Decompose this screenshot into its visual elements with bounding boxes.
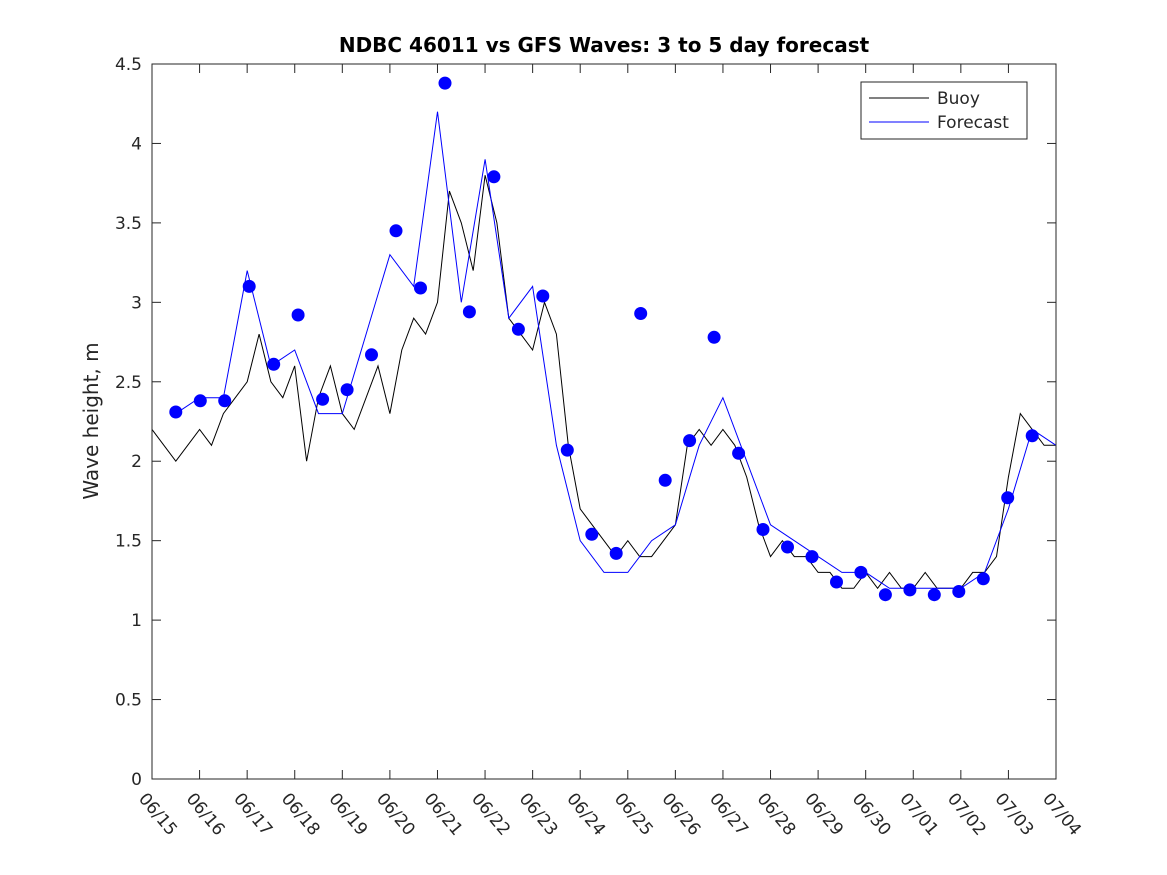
x-tick-label: 06/29	[800, 789, 847, 839]
forecast-marker	[756, 523, 770, 536]
forecast-marker	[903, 583, 917, 597]
forecast-marker	[414, 281, 427, 295]
forecast-marker	[805, 550, 819, 564]
forecast-marker	[536, 289, 550, 303]
y-tick-label: 3	[131, 293, 142, 313]
y-tick-label: 0.5	[115, 691, 142, 711]
plot-area-frame	[151, 63, 1057, 780]
y-tick-label: 4	[131, 134, 142, 154]
forecast-marker	[560, 443, 574, 457]
forecast-marker	[707, 330, 721, 344]
forecast-marker	[732, 446, 746, 460]
x-tick-label: 06/17	[229, 789, 276, 839]
x-tick-label: 06/30	[848, 789, 895, 839]
forecast-marker	[291, 308, 305, 322]
x-tick-label: 06/20	[372, 789, 419, 839]
forecast-marker	[878, 588, 892, 602]
markers-layer	[169, 76, 1039, 602]
forecast-marker	[242, 279, 256, 293]
forecast-marker	[1025, 429, 1039, 443]
x-tick-label: 07/04	[1038, 789, 1085, 839]
x-tick-label: 06/24	[562, 789, 609, 839]
y-tick-label: 1	[131, 611, 142, 631]
forecast-marker	[781, 540, 794, 554]
x-tick-label: 06/27	[705, 789, 752, 839]
forecast-marker	[609, 546, 623, 560]
x-tick-label: 06/21	[420, 789, 467, 839]
forecast-marker	[487, 170, 501, 184]
forecast-marker	[267, 357, 281, 371]
x-tick-label: 06/15	[134, 789, 181, 839]
legend: Buoy Forecast	[860, 81, 1028, 140]
x-tick-label: 07/03	[991, 789, 1038, 839]
x-tick-label: 06/18	[277, 789, 324, 839]
forecast-marker	[438, 76, 452, 90]
forecast-marker	[193, 394, 207, 408]
forecast-marker	[585, 527, 599, 541]
y-tick-label: 3.5	[115, 214, 142, 234]
y-tick-label: 2.5	[115, 373, 142, 393]
x-tick-label: 07/01	[895, 789, 942, 839]
forecast-marker	[365, 348, 378, 362]
forecast-marker	[316, 392, 330, 406]
forecast-marker	[927, 588, 941, 602]
y-tick-label: 2	[131, 452, 142, 472]
x-tick-label: 06/25	[610, 789, 657, 839]
forecast-marker	[976, 572, 990, 586]
chart-title: NDBC 46011 vs GFS Waves: 3 to 5 day fore…	[339, 33, 870, 57]
forecast-marker	[340, 383, 354, 397]
forecast-marker	[462, 305, 476, 319]
forecast-marker	[169, 405, 183, 419]
x-tick-label: 06/23	[515, 789, 562, 839]
x-tick-label: 06/28	[753, 789, 800, 839]
forecast-marker	[854, 565, 868, 579]
x-tick-label: 07/02	[943, 789, 990, 839]
forecast-marker	[511, 322, 525, 336]
forecast-marker	[1001, 491, 1015, 505]
y-axis-label: Wave height, m	[79, 342, 103, 499]
forecast-marker	[683, 434, 697, 448]
forecast-marker	[952, 585, 966, 598]
forecast-marker	[658, 473, 672, 487]
forecast-marker	[389, 224, 403, 238]
forecast-marker	[218, 394, 232, 408]
legend-label-buoy: Buoy	[937, 89, 980, 109]
x-tick-label: 06/19	[324, 789, 371, 839]
y-tick-label: 0	[131, 770, 142, 790]
legend-label-forecast: Forecast	[937, 113, 1009, 133]
x-tick-label: 06/16	[182, 789, 229, 839]
legend-box	[860, 81, 1028, 140]
forecast-marker	[634, 307, 648, 320]
x-tick-label: 06/22	[467, 789, 514, 839]
forecast-marker	[830, 575, 843, 589]
y-tick-label: 1.5	[115, 532, 142, 552]
y-tick-label: 4.5	[115, 55, 142, 75]
x-tick-label: 06/26	[658, 789, 705, 839]
plot-area-background	[152, 64, 1056, 779]
